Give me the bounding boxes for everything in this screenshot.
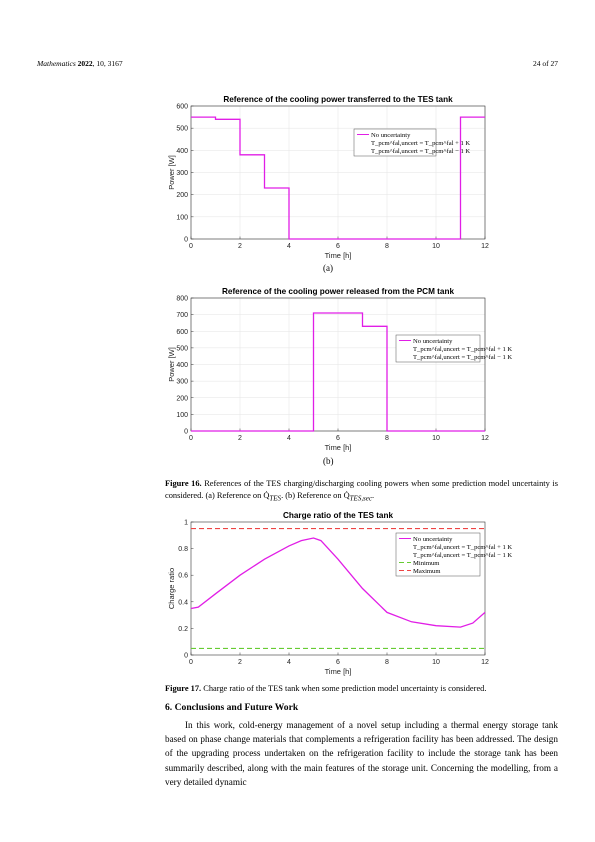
legend-label-plus: T_pcm^fal,uncert = T_pcm^fal + 1 K	[413, 346, 512, 353]
legend-label-plus: T_pcm^fal,uncert = T_pcm^fal + 1 K	[413, 544, 512, 551]
journal-citation: , 10, 3167	[92, 59, 123, 68]
x-tick-label: 2	[238, 435, 242, 442]
x-tick-label: 2	[238, 659, 242, 666]
figure17-caption: Figure 17. Charge ratio of the TES tank …	[165, 683, 558, 695]
y-tick-label: 500	[176, 126, 188, 133]
y-tick-label: 0.8	[178, 546, 188, 553]
legend-label-minus: T_pcm^fal,uncert = T_pcm^fal − 1 K	[413, 354, 512, 361]
series-no_uncertainty	[191, 116, 485, 240]
legend-label-no_uncertainty: No uncertainty	[413, 338, 453, 345]
y-tick-label: 300	[176, 379, 188, 386]
legend-label-minus: T_pcm^fal,uncert = T_pcm^fal − 1 K	[371, 148, 470, 155]
x-tick-label: 0	[189, 435, 193, 442]
y-tick-label: 0	[184, 429, 188, 436]
y-tick-label: 200	[176, 395, 188, 402]
journal-year: 2022	[77, 59, 93, 68]
figure16-caption-text: References of the TES charging/dischargi…	[165, 479, 558, 500]
chart-title: Reference of the cooling power transferr…	[223, 95, 453, 104]
y-tick-label: 400	[176, 362, 188, 369]
figure17-caption-head: Figure 17.	[165, 684, 202, 693]
y-tick-label: 800	[176, 296, 188, 303]
x-tick-label: 6	[336, 435, 340, 442]
chart-title: Reference of the cooling power released …	[222, 287, 454, 296]
y-tick-label: 500	[176, 345, 188, 352]
x-axis-label: Time [h]	[325, 667, 352, 676]
figure16-caption-sub1: TES	[269, 494, 282, 503]
x-tick-label: 12	[481, 435, 489, 442]
y-axis-label: Charge ratio	[167, 568, 176, 609]
x-tick-label: 10	[432, 243, 440, 250]
series-no_uncertainty	[191, 312, 485, 432]
panel-b-label: (b)	[323, 456, 334, 466]
running-header-left: Mathematics 2022, 10, 3167	[37, 59, 123, 68]
figure17-caption-text: Charge ratio of the TES tank when some p…	[201, 684, 487, 693]
y-tick-label: 0	[184, 237, 188, 244]
y-axis-label: Power [W]	[167, 347, 176, 382]
figure16-caption: Figure 16. References of the TES chargin…	[165, 478, 558, 505]
y-tick-label: 300	[176, 170, 188, 177]
x-tick-label: 4	[287, 659, 291, 666]
x-tick-label: 8	[385, 243, 389, 250]
y-tick-label: 0	[184, 653, 188, 660]
x-tick-label: 8	[385, 435, 389, 442]
figure16-caption-end: .	[371, 491, 375, 500]
chart-3: 0 2 4 6 8 10 12 0 0.2 0.4 0.6 0.8 1 Charge ratio of t…	[167, 511, 512, 676]
x-tick-label: 4	[287, 435, 291, 442]
series-no_uncertainty	[190, 537, 486, 628]
x-tick-label: 12	[481, 659, 489, 666]
x-tick-label: 0	[189, 659, 193, 666]
chart-title: Charge ratio of the TES tank	[283, 511, 394, 520]
legend-label-minus: T_pcm^fal,uncert = T_pcm^fal − 1 K	[413, 552, 512, 559]
legend-box	[353, 128, 437, 157]
x-tick-label: 6	[336, 243, 340, 250]
x-axis-label: Time [h]	[325, 443, 352, 452]
x-tick-label: 10	[432, 435, 440, 442]
y-axis-label: Power [W]	[167, 155, 176, 190]
y-tick-label: 0.2	[178, 626, 188, 633]
figure16-caption-head: Figure 16.	[165, 479, 202, 488]
page-number: 24 of 27	[533, 59, 558, 68]
legend-box	[395, 532, 481, 577]
chart-2: 0 2 4 6 8 10 12 0 100 200 300 400 500 600 700 800 Refere…	[167, 287, 512, 452]
x-tick-label: 10	[432, 659, 440, 666]
legend-label-minimum: Minimum	[413, 560, 440, 567]
section-heading: 6. Conclusions and Future Work	[165, 702, 299, 713]
x-tick-label: 0	[189, 243, 193, 250]
x-tick-label: 2	[238, 243, 242, 250]
x-tick-label: 8	[385, 659, 389, 666]
figure16-caption-sub2: TES,sec	[349, 494, 372, 503]
y-tick-label: 100	[176, 214, 188, 221]
y-tick-label: 100	[176, 412, 188, 419]
x-tick-label: 4	[287, 243, 291, 250]
y-tick-label: 0.4	[178, 599, 188, 606]
legend-label-no_uncertainty: No uncertainty	[371, 132, 411, 139]
panel-a-label: (a)	[323, 263, 333, 273]
x-tick-label: 12	[481, 243, 489, 250]
y-tick-label: 1	[184, 520, 188, 527]
y-tick-label: 0.6	[178, 573, 188, 580]
legend-box	[395, 334, 481, 363]
x-axis-label: Time [h]	[325, 251, 352, 260]
y-tick-label: 700	[176, 312, 188, 319]
y-tick-label: 200	[176, 192, 188, 199]
figure16-caption-mid: . (b) Reference on Q̇	[281, 491, 350, 500]
chart-1: 0 2 4 6 8 10 12 0 100 200 300 400 500 600 Reference of…	[167, 95, 489, 260]
section-paragraph: In this work, cold-energy management of …	[165, 720, 558, 787]
y-tick-label: 600	[176, 329, 188, 336]
legend-label-maximum: Maximum	[413, 568, 441, 575]
y-tick-label: 400	[176, 148, 188, 155]
y-tick-label: 600	[176, 104, 188, 111]
legend-label-no_uncertainty: No uncertainty	[413, 536, 453, 543]
legend-label-plus: T_pcm^fal,uncert = T_pcm^fal + 1 K	[371, 140, 470, 147]
journal-name: Mathematics	[37, 59, 76, 68]
x-tick-label: 6	[336, 659, 340, 666]
